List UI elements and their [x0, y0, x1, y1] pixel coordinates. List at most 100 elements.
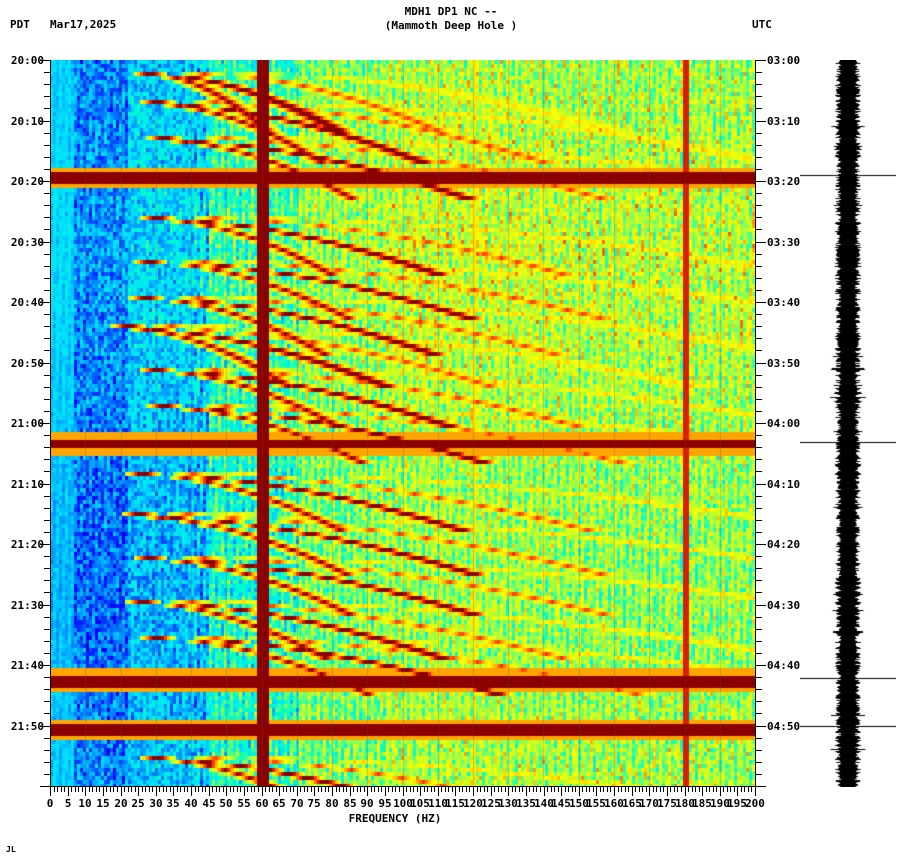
frequency-tick [730, 787, 731, 792]
frequency-label: 200 [745, 797, 765, 810]
utc-time-label: 04:00 [767, 417, 801, 430]
x-axis-title: FREQUENCY (HZ) [348, 812, 442, 825]
frequency-label: 190 [710, 797, 730, 810]
spectrogram-plot[interactable] [50, 60, 755, 786]
frequency-tick [226, 787, 227, 796]
frequency-tick [244, 787, 245, 796]
frequency-label: 40 [184, 797, 198, 810]
frequency-tick [663, 787, 664, 792]
frequency-label: 195 [727, 797, 747, 810]
frequency-tick [332, 787, 333, 796]
frequency-tick [290, 787, 291, 792]
right-tick [756, 229, 762, 230]
left-tick [44, 471, 50, 472]
frequency-tick [392, 787, 393, 792]
frequency-tick [173, 787, 174, 796]
left-tick [44, 157, 50, 158]
frequency-tick [304, 787, 305, 792]
frequency-tick [145, 787, 146, 792]
pdt-time-label: 20:30 [10, 236, 44, 249]
left-tick [40, 363, 50, 364]
right-tick [756, 205, 762, 206]
left-tick [44, 108, 50, 109]
frequency-tick [138, 787, 139, 796]
station-name-title: (Mammoth Deep Hole ) [384, 19, 518, 32]
right-tick [756, 363, 766, 364]
frequency-tick [512, 787, 513, 792]
left-tick [44, 774, 50, 775]
right-tick [756, 726, 766, 727]
pdt-time-label: 21:20 [10, 538, 44, 551]
frequency-tick [251, 787, 252, 792]
frequency-tick [276, 787, 277, 792]
frequency-tick [448, 787, 449, 792]
frequency-tick [677, 787, 678, 792]
frequency-label: 110 [428, 797, 448, 810]
frequency-tick [639, 787, 640, 792]
left-tick [44, 592, 50, 593]
frequency-tick [413, 787, 414, 792]
right-tick [756, 157, 762, 158]
frequency-tick [600, 787, 601, 792]
frequency-tick [410, 787, 411, 792]
frequency-tick [202, 787, 203, 792]
frequency-tick [596, 787, 597, 796]
frequency-tick [755, 787, 756, 796]
utc-time-label: 03:20 [767, 175, 801, 188]
frequency-tick [646, 787, 647, 792]
frequency-tick [529, 787, 530, 792]
frequency-tick [498, 787, 499, 792]
frequency-tick [177, 787, 178, 792]
amplitude-trace-panel [800, 60, 896, 787]
frequency-label: 50 [219, 797, 233, 810]
frequency-tick [339, 787, 340, 792]
pdt-time-label: 20:40 [10, 296, 44, 309]
frequency-tick [96, 787, 97, 792]
frequency-tick [642, 787, 643, 792]
frequency-tick [311, 787, 312, 792]
frequency-tick [212, 787, 213, 792]
frequency-label: 175 [657, 797, 677, 810]
right-tick [756, 145, 762, 146]
frequency-tick [501, 787, 502, 792]
left-tick [44, 290, 50, 291]
frequency-tick [223, 787, 224, 792]
frequency-label: 30 [149, 797, 163, 810]
frequency-tick [367, 787, 368, 796]
corner-artifact-glyph: JL [6, 845, 16, 854]
frequency-tick [113, 787, 114, 792]
frequency-tick [279, 787, 280, 796]
frequency-tick [702, 787, 703, 796]
right-tick [756, 387, 762, 388]
frequency-tick [434, 787, 435, 792]
frequency-tick [71, 787, 72, 792]
right-tick [756, 193, 762, 194]
frequency-tick [403, 787, 404, 796]
date-label: Mar17,2025 [50, 18, 117, 31]
left-tick [40, 605, 50, 606]
frequency-tick [360, 787, 361, 792]
frequency-tick [632, 787, 633, 796]
frequency-tick [265, 787, 266, 792]
frequency-label: 20 [114, 797, 128, 810]
frequency-tick [106, 787, 107, 792]
frequency-label: 35 [166, 797, 180, 810]
frequency-tick [371, 787, 372, 792]
frequency-tick [131, 787, 132, 792]
left-tick [44, 435, 50, 436]
frequency-tick [121, 787, 122, 796]
left-tick [44, 701, 50, 702]
frequency-tick [688, 787, 689, 792]
frequency-tick [159, 787, 160, 792]
frequency-tick [328, 787, 329, 792]
frequency-label: 70 [290, 797, 304, 810]
frequency-tick [484, 787, 485, 792]
frequency-tick [494, 787, 495, 792]
frequency-tick [455, 787, 456, 796]
right-tick [756, 242, 766, 243]
frequency-tick [706, 787, 707, 792]
left-tick [44, 96, 50, 97]
frequency-tick [300, 787, 301, 792]
frequency-tick [117, 787, 118, 792]
left-tick [44, 580, 50, 581]
